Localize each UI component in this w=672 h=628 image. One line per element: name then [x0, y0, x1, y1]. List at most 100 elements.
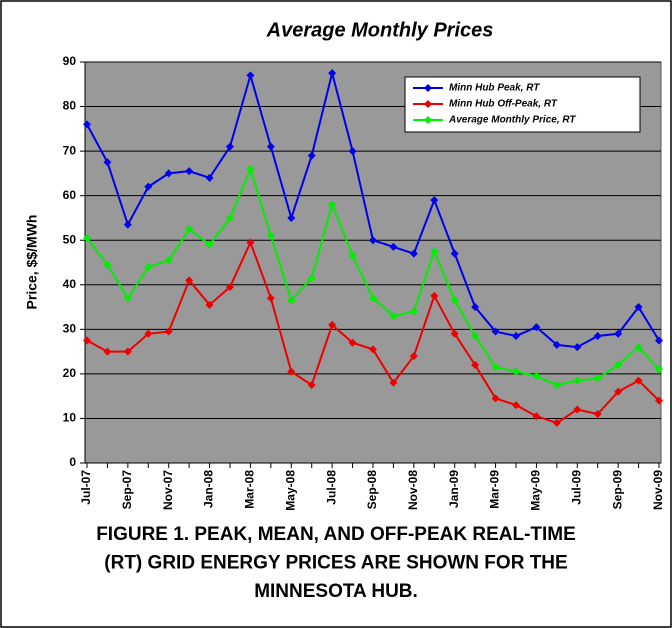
- series-marker: [593, 332, 602, 341]
- series-marker: [614, 329, 623, 338]
- series-marker: [83, 120, 91, 129]
- series-marker: [450, 249, 459, 258]
- series-marker: [123, 347, 132, 356]
- series-marker: [307, 274, 316, 283]
- legend-label: Minn Hub Off-Peak, RT: [449, 99, 558, 110]
- series-marker: [369, 345, 377, 354]
- series-marker: [287, 367, 296, 376]
- y-tick-label: 30: [63, 322, 77, 336]
- x-tick-label: Jan-09: [447, 470, 461, 508]
- y-tick-label: 20: [63, 366, 77, 380]
- x-tick-label: Sep-09: [610, 470, 624, 510]
- y-tick-label: 90: [63, 54, 77, 68]
- series-marker: [552, 340, 561, 349]
- series-marker: [226, 142, 234, 151]
- series-marker: [491, 363, 500, 372]
- series-marker: [185, 225, 194, 234]
- series-marker: [123, 294, 132, 303]
- series-marker: [573, 343, 582, 352]
- series-marker: [246, 71, 255, 80]
- series-marker: [634, 303, 643, 312]
- series-marker: [614, 387, 623, 396]
- series-marker: [512, 332, 520, 341]
- series-marker: [144, 329, 153, 338]
- x-tick-label: Nov-09: [651, 470, 665, 510]
- legend-label: Average Monthly Price, RT: [448, 115, 576, 126]
- y-axis-label: Price, $$/MWh: [24, 215, 40, 310]
- series-marker: [226, 213, 234, 222]
- series-marker: [512, 401, 520, 410]
- y-tick-label: 40: [63, 277, 77, 291]
- series-marker: [573, 405, 582, 414]
- x-tick-label: Sep-08: [365, 470, 379, 510]
- series-marker: [144, 262, 153, 271]
- series-marker: [552, 418, 561, 427]
- series-marker: [471, 360, 480, 369]
- series-marker: [185, 167, 194, 176]
- y-tick-label: 60: [63, 188, 77, 202]
- series-marker: [430, 196, 439, 205]
- series-marker: [532, 372, 541, 381]
- series-marker: [532, 323, 541, 332]
- series-marker: [246, 164, 255, 173]
- x-tick-label: Jul-09: [569, 470, 583, 505]
- series-marker: [246, 238, 255, 247]
- series-marker: [164, 256, 173, 265]
- series-marker: [266, 142, 275, 151]
- series-marker: [593, 374, 602, 383]
- series-marker: [83, 336, 91, 345]
- series-marker: [471, 303, 480, 312]
- series-marker: [369, 294, 377, 303]
- series-marker: [348, 251, 357, 260]
- series-marker: [348, 147, 357, 156]
- series-marker: [307, 381, 316, 390]
- y-tick-label: 80: [63, 99, 77, 113]
- legend-marker: [424, 116, 432, 124]
- series-marker: [83, 233, 91, 242]
- series-marker: [103, 158, 112, 167]
- x-tick-label: Nov-07: [161, 470, 175, 510]
- x-tick-label: Sep-07: [120, 470, 134, 510]
- chart-title: Average Monthly Prices: [266, 19, 494, 41]
- series-marker: [614, 360, 623, 369]
- x-tick-label: Mar-08: [243, 470, 257, 509]
- x-tick-label: May-08: [283, 470, 297, 511]
- series-marker: [593, 409, 602, 418]
- series-marker: [266, 231, 275, 240]
- series-marker: [205, 240, 214, 249]
- series-marker: [226, 283, 234, 292]
- series-marker: [328, 200, 337, 209]
- series-marker: [409, 249, 418, 258]
- caption-line: (RT) GRID ENERGY PRICES ARE SHOWN FOR TH…: [104, 553, 567, 574]
- series-marker: [634, 343, 643, 352]
- series-marker: [164, 169, 173, 178]
- series-marker: [409, 307, 418, 316]
- series-marker: [307, 151, 316, 160]
- series-marker: [103, 347, 112, 356]
- legend-label: Minn Hub Peak, RT: [449, 83, 540, 94]
- series-marker: [328, 320, 337, 329]
- series-marker: [655, 336, 663, 345]
- series-marker: [389, 311, 398, 320]
- series-marker: [348, 338, 357, 347]
- series-marker: [450, 329, 459, 338]
- x-tick-label: Jan-08: [202, 470, 216, 508]
- series-marker: [552, 381, 561, 390]
- series-marker: [634, 376, 643, 385]
- x-tick-label: Jul-08: [324, 470, 338, 505]
- series-marker: [512, 367, 520, 376]
- series-marker: [185, 276, 194, 285]
- series-marker: [532, 412, 541, 421]
- series-marker: [205, 173, 214, 182]
- series-marker: [430, 247, 439, 256]
- x-tick-label: Jul-07: [79, 470, 93, 505]
- x-tick-label: Nov-08: [406, 470, 420, 510]
- series-marker: [287, 296, 296, 305]
- series-marker: [573, 376, 582, 385]
- series-marker: [103, 260, 112, 269]
- y-tick-label: 50: [63, 232, 77, 246]
- series-marker: [430, 291, 439, 300]
- series-marker: [205, 300, 214, 309]
- series-marker: [389, 378, 398, 387]
